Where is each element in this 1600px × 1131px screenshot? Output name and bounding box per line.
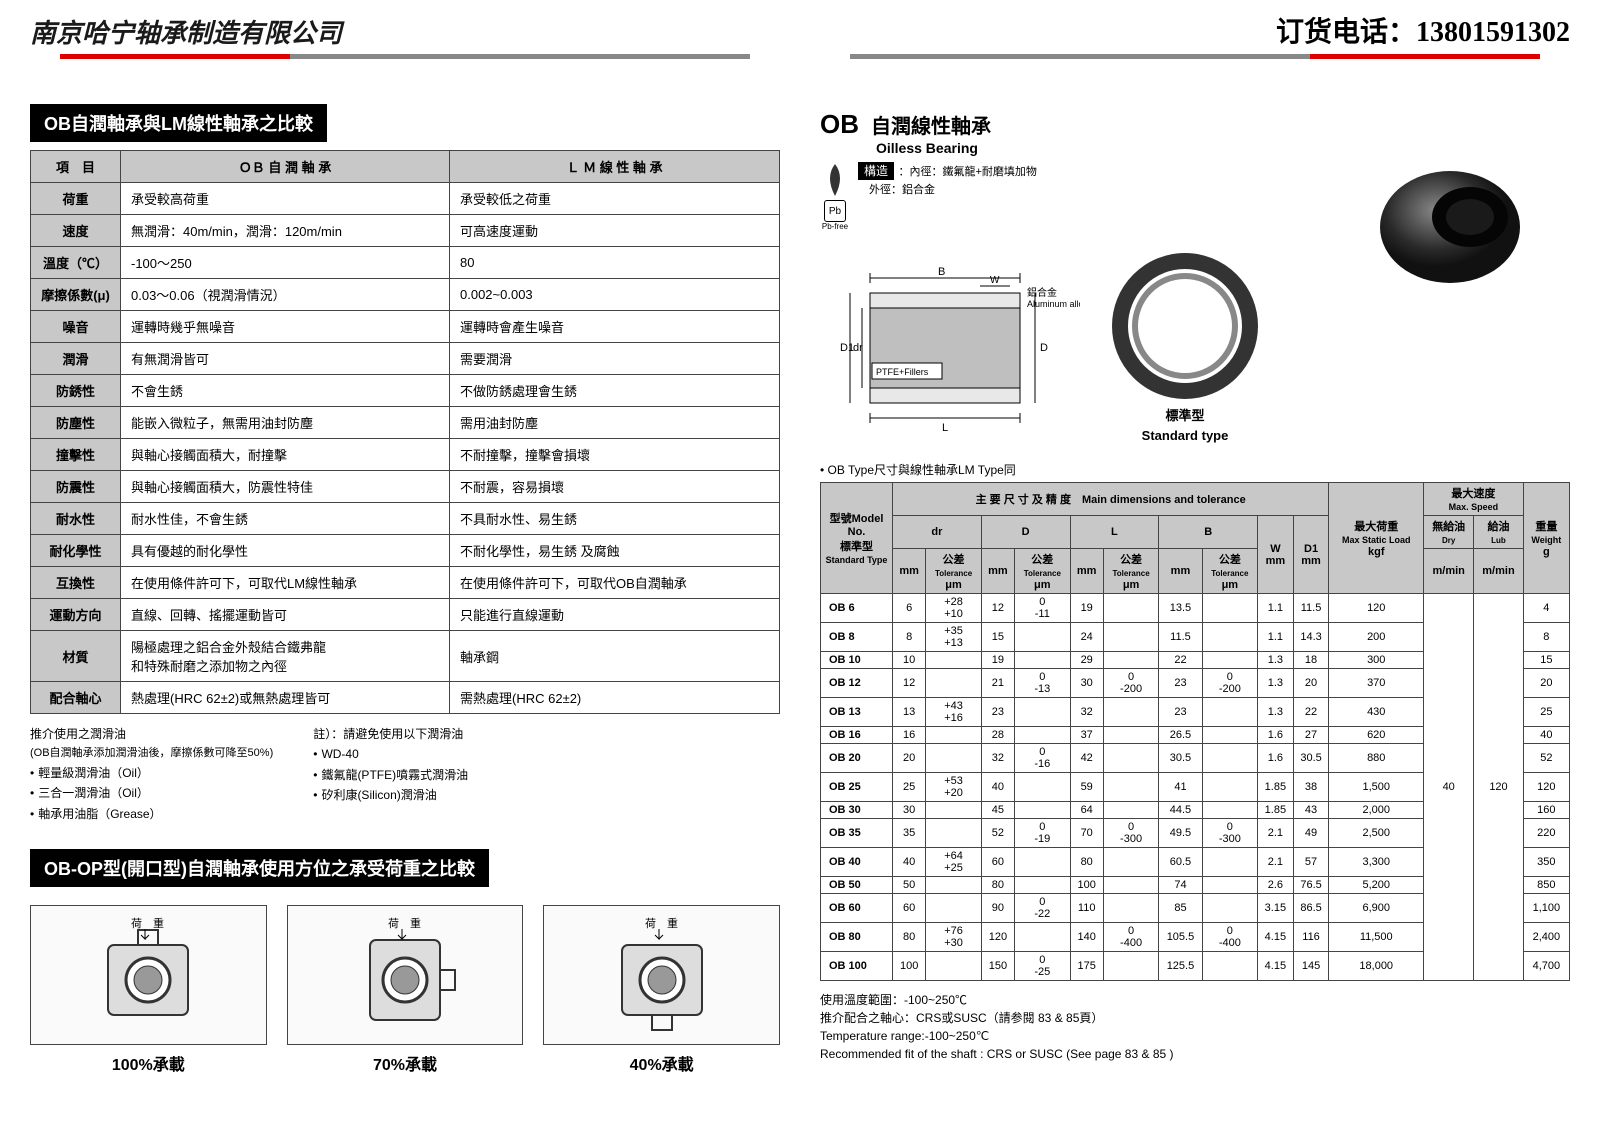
ob-title: 自潤線性軸承	[871, 110, 991, 139]
right-column: OB 自潤線性軸承 Oilless Bearing Pb Pb-free 構造 …	[820, 79, 1570, 1075]
rec-title: 推介使用之潤滑油	[30, 724, 273, 744]
cmp-title: OB自潤軸承與LM線性軸承之比較	[30, 104, 327, 142]
avoid-oils: WD-40鐵氟龍(PTFE)噴霧式潤滑油矽利康(Silicon)潤滑油	[313, 744, 468, 805]
svg-text:dr: dr	[853, 342, 863, 354]
svg-text:荷 重: 荷 重	[388, 916, 421, 930]
svg-text:荷 重: 荷 重	[131, 916, 164, 930]
bearing-photo	[1360, 159, 1530, 289]
svg-text:D: D	[1040, 342, 1048, 354]
avoid-title: 註）：請避免使用以下潤滑油	[313, 724, 468, 744]
load-box: 荷 重100%承載	[30, 905, 267, 1075]
pb-icon: Pb	[824, 200, 846, 222]
svg-text:B: B	[938, 266, 945, 278]
load-title: OB-OP型(開口型)自潤軸承使用方位之承受荷重之比較	[30, 849, 489, 887]
cross-section-diagram: B W 鋁合金 Aluminum alloy PTFE+Fillers D1 d…	[820, 263, 1080, 443]
load-box: 荷 重70%承載	[287, 905, 524, 1075]
svg-text:荷 重: 荷 重	[645, 916, 678, 930]
svg-text:L: L	[942, 422, 948, 434]
ring-diagram	[1110, 251, 1260, 401]
footer-notes: 使用溫度範圍：-100~250℃推介配合之軸心：CRS或SUSC（請参閱 83 …	[820, 991, 1570, 1063]
struct-label: 構造	[858, 162, 894, 180]
rec-oils: 輕量級潤滑油（Oil）三合一潤滑油（Oil）軸承用油脂（Grease）	[30, 763, 273, 824]
company-name: 南京哈宁轴承制造有限公司	[30, 13, 342, 50]
svg-text:W: W	[990, 275, 1000, 286]
ob-code: OB	[820, 109, 859, 140]
leaf-icon	[820, 162, 850, 198]
dimension-table: 型號Model No.標準型Standard Type 主 要 尺 寸 及 精 …	[820, 482, 1570, 981]
phone: 订货电话：13801591302	[1276, 10, 1570, 50]
left-column: OB自潤軸承與LM線性軸承之比較 項 目 ＯＢ 自 潤 軸 承 Ｌ Ｍ 線 性 …	[30, 79, 780, 1075]
load-box: 荷 重40%承載	[543, 905, 780, 1075]
svg-text:PTFE+Fillers: PTFE+Fillers	[876, 367, 929, 377]
svg-text:D1: D1	[840, 342, 854, 354]
ob-subtitle: Oilless Bearing	[876, 140, 1037, 156]
svg-text:鋁合金: 鋁合金	[1027, 286, 1057, 299]
comparison-table: 項 目 ＯＢ 自 潤 軸 承 Ｌ Ｍ 線 性 軸 承 荷重承受較高荷重承受較低之…	[30, 150, 780, 714]
note-line: • OB Type尺寸與線性軸承LM Type同	[820, 461, 1570, 478]
